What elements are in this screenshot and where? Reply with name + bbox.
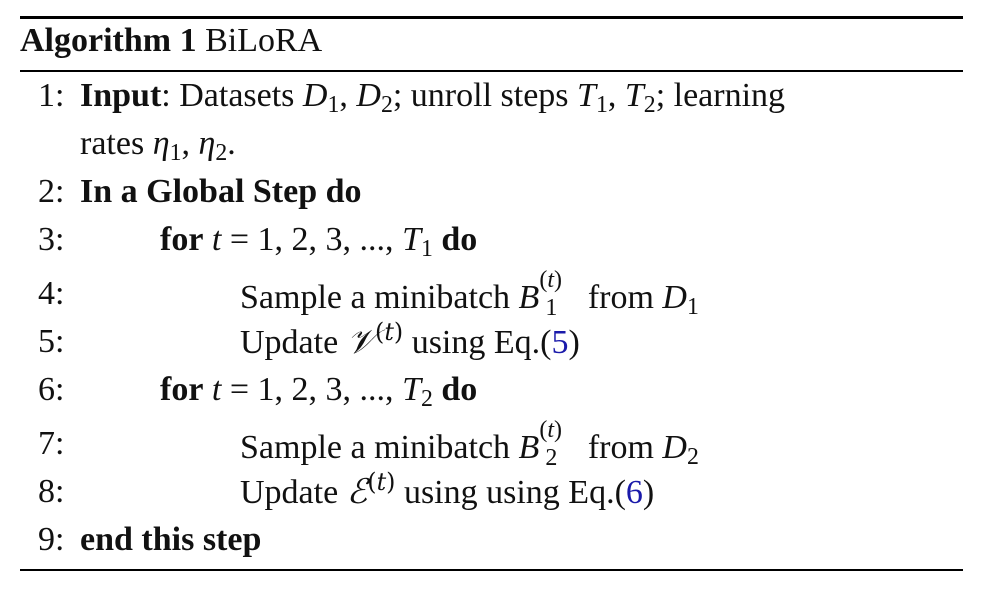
line-number: 4:	[38, 275, 65, 312]
loop-range: = 1, 2, 3, ...,	[229, 221, 403, 258]
line-number: 8:	[38, 473, 65, 510]
input-cont: rates	[80, 125, 153, 162]
loop-range: = 1, 2, 3, ...,	[229, 371, 403, 408]
line-number: 7:	[38, 425, 65, 462]
input-text-b: ; unroll steps	[392, 77, 578, 114]
bottom-rule	[20, 569, 963, 571]
line-number: 6:	[38, 371, 65, 408]
line-number: 3:	[38, 221, 65, 258]
input-text-a: : Datasets	[161, 77, 303, 114]
header-rule	[20, 70, 963, 72]
do-keyword: do	[441, 221, 478, 258]
param-e: ℰ(t)	[346, 467, 396, 512]
input-keyword: Input	[80, 77, 162, 114]
unroll-t1: T1	[577, 77, 608, 118]
top-rule	[20, 16, 963, 19]
line-number: 1:	[38, 77, 65, 114]
line-number: 2:	[38, 173, 65, 210]
algorithm-name: BiLoRA	[205, 22, 323, 59]
eta-2: η2	[198, 125, 228, 166]
dataset-d1: D1	[662, 279, 699, 320]
input-text-c: ; learning	[655, 77, 786, 114]
do-keyword: do	[441, 371, 478, 408]
dataset-d2: D2	[356, 77, 393, 118]
using-text: using Eq.(	[403, 324, 552, 361]
close-paren: )	[568, 324, 580, 361]
var-t: t	[211, 371, 222, 408]
end-step-text: end this step	[80, 521, 262, 558]
limit-t2: T2	[402, 371, 433, 412]
dataset-d1: D1	[302, 77, 340, 118]
dataset-d2: D2	[662, 429, 699, 470]
using-text: using using Eq.(	[395, 474, 626, 511]
var-t: t	[211, 221, 222, 258]
unroll-t2: T2	[624, 77, 656, 118]
global-step-text: In a Global Step do	[80, 173, 362, 210]
eta-1: η1	[152, 125, 182, 166]
eq-ref-6[interactable]: 6	[625, 474, 643, 511]
line-number: 5:	[38, 323, 65, 360]
minibatch-b1: B (t) 1	[518, 267, 562, 321]
param-v: 𝒱(t)	[346, 317, 404, 362]
algorithm-label: Algorithm 1	[20, 22, 197, 59]
limit-t1: T1	[402, 221, 433, 262]
close-paren: )	[642, 474, 655, 511]
for-keyword: for	[160, 371, 204, 408]
update-text: Update	[240, 324, 347, 361]
from-text: from	[579, 429, 663, 466]
eq-ref-5[interactable]: 5	[551, 324, 569, 361]
line-number: 9:	[38, 521, 65, 558]
sample-text: Sample a minibatch	[240, 429, 519, 466]
for-keyword: for	[160, 221, 204, 258]
algorithm-title: Algorithm 1 BiLoRA	[20, 22, 322, 60]
update-text: Update	[240, 474, 347, 511]
from-text: from	[579, 279, 663, 316]
sample-text: Sample a minibatch	[240, 279, 519, 316]
minibatch-b2: B (t) 2	[518, 417, 562, 471]
